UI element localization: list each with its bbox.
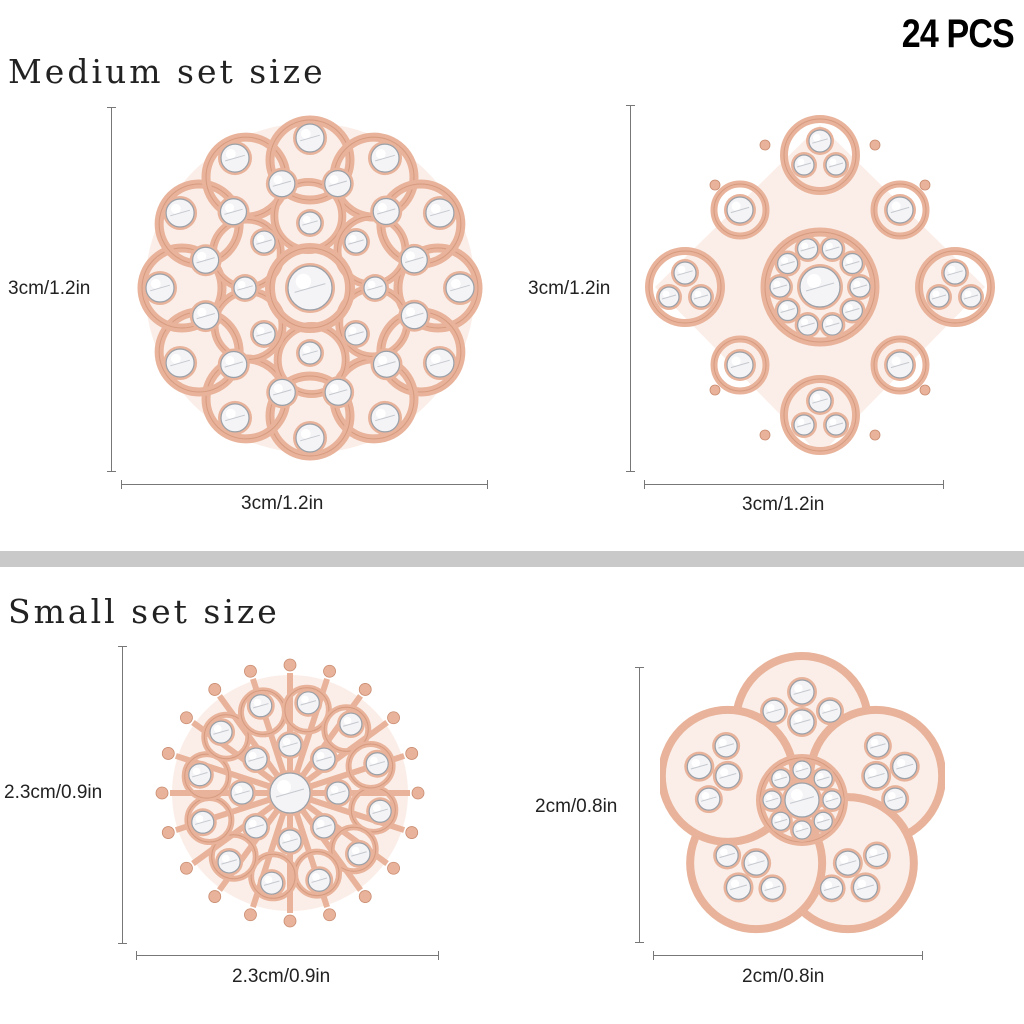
medium-item2-height-label: 3cm/1.2in	[528, 278, 611, 299]
small-item2-width-line	[653, 951, 923, 960]
small-item1-width-label: 2.3cm/0.9in	[232, 966, 331, 987]
medium-item1-width-label: 3cm/1.2in	[241, 493, 324, 514]
starburst-brooch-icon	[155, 658, 425, 928]
medium-item2-width-line	[644, 480, 944, 489]
medium-item2-width-label: 3cm/1.2in	[742, 494, 825, 515]
medium-item1-width-line	[121, 480, 488, 489]
square-flower-brooch-icon	[645, 115, 995, 455]
small-item2-height-label: 2cm/0.8in	[535, 796, 618, 817]
small-item1-height-line	[118, 646, 127, 944]
five-petal-brooch-icon	[660, 652, 945, 934]
medium-item2-height-line	[626, 105, 635, 472]
section-divider	[0, 551, 1024, 567]
medium-section-title: Medium set size	[8, 52, 326, 91]
round-flower-brooch-icon	[137, 115, 483, 461]
small-item2-width-label: 2cm/0.8in	[742, 966, 825, 987]
small-item1-width-line	[136, 951, 439, 960]
small-section-title: Small set size	[8, 592, 280, 631]
medium-item1-height-line	[107, 107, 116, 472]
medium-item1-height-label: 3cm/1.2in	[8, 278, 91, 299]
small-item1-height-label: 2.3cm/0.9in	[4, 782, 103, 803]
quantity-badge: 24 PCS	[901, 12, 1015, 56]
small-item2-height-line	[635, 667, 644, 943]
